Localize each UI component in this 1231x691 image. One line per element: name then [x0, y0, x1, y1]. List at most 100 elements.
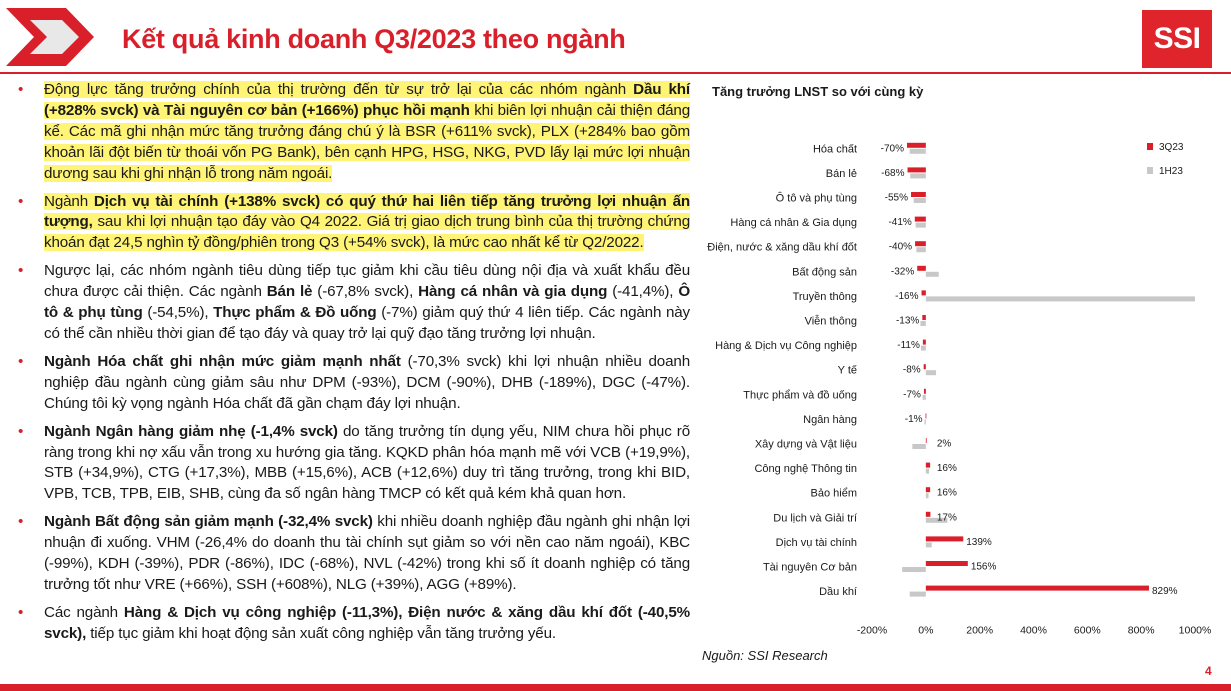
data-label: -7% — [903, 389, 921, 400]
bar-3q23 — [925, 561, 968, 566]
data-label: -55% — [885, 193, 908, 204]
bar-1h23 — [925, 296, 1195, 302]
bar-3q23 — [925, 536, 964, 542]
x-tick-label: -200% — [857, 624, 887, 636]
bullet-text-segment: Ngành Bất động sản giảm mạnh (-32,4% svc… — [44, 513, 373, 531]
bar-chart: Hóa chất -70% Bán lẻ -68% Ô tô và phụ tùng -5… — [707, 142, 1212, 636]
bullet-marker-icon: • — [18, 603, 24, 621]
bar-3q23 — [921, 290, 926, 296]
bullet-text-segment: Ngành Ngân hàng giảm nhẹ (-1,4% svck) — [44, 422, 338, 440]
data-label: 139% — [966, 537, 992, 548]
category-label: Ngân hàng — [803, 414, 857, 426]
bullet-item: • Ngành Hóa chất ghi nhận mức giảm mạnh n… — [10, 352, 690, 415]
data-label: -1% — [905, 414, 923, 425]
legend-swatch — [1147, 167, 1153, 174]
data-label: 829% — [1152, 586, 1178, 597]
bullet-text-segment: Ô tô & phụ tùng — [44, 283, 690, 322]
data-label: 16% — [937, 463, 957, 474]
bar-1h23 — [910, 173, 926, 179]
bullet-item: • Ngành Ngân hàng giảm nhẹ (-1,4% svck) d… — [10, 422, 690, 506]
bar-1h23 — [902, 567, 926, 572]
bar-1h23 — [916, 247, 926, 253]
data-label: 17% — [937, 512, 957, 523]
bullet-text-segment: (-7%) giảm quý thứ 4 liên tiếp. Các ngàn… — [44, 304, 690, 342]
bar-3q23 — [922, 339, 926, 345]
bar-3q23 — [925, 438, 927, 443]
bar-1h23 — [909, 148, 926, 154]
bar-3q23 — [923, 364, 926, 370]
bar-1h23 — [924, 419, 926, 425]
bar-3q23 — [925, 511, 931, 517]
bar-3q23 — [923, 388, 926, 394]
data-label: 2% — [937, 439, 952, 450]
bar-3q23 — [915, 241, 926, 247]
bullet-list: • Động lực tăng trưởng chính của thị trườ… — [10, 80, 690, 652]
bar-1h23 — [925, 271, 939, 277]
bullet-text-segment: khi nhiều doanh nghiệp đầu ngành ghi nhậ… — [44, 513, 691, 593]
data-label: -11% — [897, 340, 920, 351]
category-label: Điện, nước & xăng dầu khí đốt — [707, 242, 857, 254]
category-label: Hàng & Dịch vụ Công nghiệp — [715, 340, 857, 352]
chevron-logo-icon — [6, 8, 94, 66]
x-tick-label: 800% — [1128, 624, 1155, 636]
bullet-text-segment: sau khi lợi nhuận tạo đáy vào Q4 2022. G… — [44, 213, 690, 252]
category-label: Công nghệ Thông tin — [754, 463, 857, 475]
source-note: Nguồn: SSI Research — [702, 648, 828, 663]
data-label: -68% — [881, 168, 904, 179]
bullet-text-segment: (-70,3% svck) khi lợi nhuận nhiều doanh … — [44, 352, 690, 412]
bar-3q23 — [925, 462, 931, 468]
bullet-text-segment: Ngược lại, các nhóm ngành tiêu dùng tiếp… — [44, 262, 690, 301]
bullet-item: • Ngành Dịch vụ tài chính (+138% svck) có… — [10, 192, 690, 255]
x-tick-label: 0% — [918, 624, 933, 636]
bar-1h23 — [925, 542, 932, 548]
slide-header: Kết quả kinh doanh Q3/2023 theo ngành SS… — [0, 0, 1231, 74]
bullet-text-segment: Các ngành — [44, 603, 124, 621]
bar-1h23 — [915, 222, 926, 228]
bullet-text-segment: tiếp tục giảm khi hoạt động sản xuất côn… — [86, 624, 556, 642]
bar-3q23 — [925, 585, 1149, 591]
bullet-text-segment: Động lực tăng trưởng chính của thị trườn… — [44, 81, 634, 98]
data-label: -32% — [891, 266, 914, 277]
bullet-item: • Ngành Bất động sản giảm mạnh (-32,4% sv… — [10, 512, 690, 596]
legend-swatch — [1147, 143, 1153, 150]
category-label: Thực phẩm và đồ uống — [743, 389, 857, 401]
bar-3q23 — [907, 167, 926, 173]
bullet-text-segment: Ngành — [44, 192, 94, 210]
bullet-text-segment: (-67,8% svck), — [312, 283, 419, 301]
bullet-text-segment: Ngành Hóa chất ghi nhận mức giảm mạnh nh… — [44, 352, 401, 370]
data-label: 16% — [937, 488, 957, 499]
legend-label: 3Q23 — [1159, 142, 1184, 153]
bar-1h23 — [912, 444, 926, 449]
bullet-marker-icon: • — [18, 81, 24, 98]
chart-title: Tăng trưởng LNST so với cùng kỳ — [712, 84, 924, 99]
bar-3q23 — [911, 192, 926, 197]
data-label: -40% — [889, 242, 912, 253]
bullet-marker-icon: • — [18, 192, 24, 210]
bar-3q23 — [925, 413, 927, 419]
category-label: Y tế — [838, 365, 857, 377]
bar-1h23 — [925, 517, 948, 523]
category-label: Xây dựng và Vật liệu — [755, 439, 857, 451]
bullet-text-segment: Thực phẩm & Đồ uống — [213, 304, 377, 322]
data-label: 156% — [971, 562, 997, 573]
bar-1h23 — [925, 370, 937, 376]
x-tick-label: 400% — [1020, 624, 1047, 636]
bullet-marker-icon: • — [18, 513, 24, 531]
bullet-text-segment: Hàng & Dịch vụ công nghiệp (-11,3%), Điệ… — [44, 603, 690, 642]
category-label: Hàng cá nhân & Gia dụng — [730, 217, 857, 229]
category-label: Hóa chất — [813, 143, 857, 155]
bar-1h23 — [925, 468, 930, 474]
bar-1h23 — [925, 493, 929, 499]
bar-3q23 — [906, 142, 926, 148]
bullet-text-segment: (-54,5%), — [142, 304, 214, 322]
bar-1h23 — [920, 345, 926, 351]
bullet-text-segment: Bán lẻ — [266, 283, 313, 301]
data-label: -13% — [896, 316, 919, 327]
legend-label: 1H23 — [1159, 166, 1183, 177]
bar-3q23 — [922, 315, 926, 320]
bullet-item: • Động lực tăng trưởng chính của thị trườ… — [10, 80, 690, 185]
bullet-marker-icon: • — [18, 422, 24, 440]
category-label: Dịch vụ tài chính — [776, 537, 857, 549]
x-tick-label: 600% — [1074, 624, 1101, 636]
x-tick-label: 1000% — [1179, 624, 1212, 636]
